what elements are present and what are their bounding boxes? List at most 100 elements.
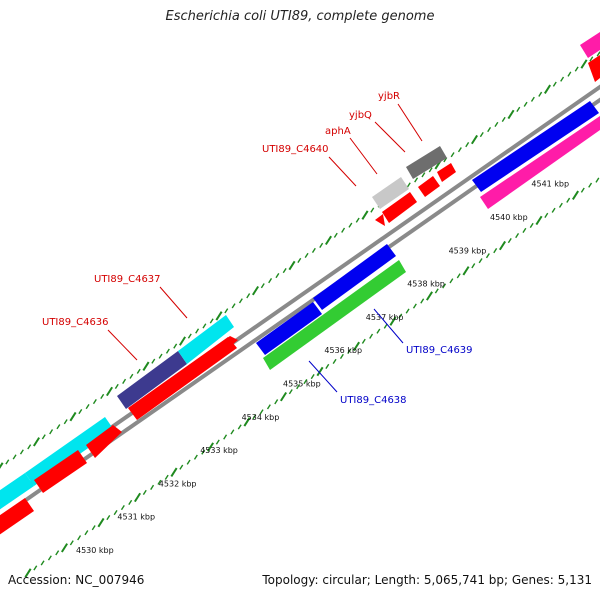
scale-tick-inner [157,479,162,485]
scale-tick-inner [252,414,257,420]
scale-tick-inner [544,212,549,218]
scale-tick-outer [268,278,273,284]
scale-tick-outer [567,71,572,77]
scale-tick-inner [449,278,454,284]
scale-tick-inner [243,417,251,427]
scale-tick-inner [478,258,483,264]
scale-tick-inner [60,543,69,553]
gene-label-uti89-c4639: UTI89_C4639 [406,345,473,356]
scale-tick-outer [428,167,433,173]
scale-tick-outer [49,429,54,435]
gene-feature-red [437,163,456,182]
connector-yjbQ [374,121,406,153]
scale-tick-outer [41,434,46,440]
scale-tick-inner [420,298,425,304]
scale-tick-outer [297,257,302,264]
scale-tick-outer [530,96,535,102]
gene-label-yjbR: yjbR [378,91,400,102]
scale-tick-inner [215,439,220,445]
scale-tick-outer [341,227,346,233]
scale-tick-label: 4537 kbp [366,313,404,322]
scale-tick-outer [195,328,200,334]
scale-tick-outer [202,323,207,329]
gene-feature-blue [256,302,322,355]
scale-tick-label: 4535 kbp [283,380,321,389]
scale-tick-inner [142,489,147,495]
gene-feature-magenta [580,32,600,58]
connector-uti89-c4636 [107,329,138,361]
scale-tick-outer [421,172,426,178]
gene-feature-red [34,450,87,493]
scale-tick-inner [558,202,563,208]
scale-tick-inner [412,303,417,309]
scale-tick-inner [566,197,571,203]
scale-tick-inner [442,283,447,289]
scale-tick-outer [560,76,565,82]
label-connectors [107,103,423,393]
scale-tick-inner [259,409,264,415]
scale-tick-label: 4539 kbp [449,246,487,255]
scale-tick-outer [465,142,470,148]
scale-tick-outer [311,247,316,253]
scale-tick-outer [538,91,543,97]
scale-tick-outer [406,182,411,188]
scale-tick-outer [479,131,484,138]
scale-tick-outer [260,283,265,289]
scale-tick-inner [40,560,45,566]
scale-tick-inner [376,328,381,334]
scale-tick-outer [85,403,90,410]
scale-tick-outer [580,59,588,69]
scale-tick-outer [187,333,192,339]
scale-tick-outer [370,207,375,213]
scale-tick-label: 4540 kbp [490,213,528,222]
scale-tick-inner [170,467,178,477]
features [0,32,600,535]
scale-tick-inner [515,232,520,239]
connector-uti89-c4638 [308,360,338,393]
map-title: Escherichia coli UTI89, complete genome [165,9,435,24]
tick-dots [0,51,600,578]
scale-tick-outer [165,348,170,354]
scale-tick-outer [319,242,324,248]
scale-tick-outer [178,336,187,346]
gene-label-uti89-c4636: UTI89_C4636 [42,317,109,328]
scale-tick-inner [535,215,543,226]
gene-feature-red [588,55,600,82]
scale-tick-outer [507,109,515,120]
scale-tick-outer [457,147,462,153]
scale-tick-outer [288,260,296,271]
scale-tick-outer [0,462,4,469]
scale-tick-outer [450,152,455,158]
scale-tick-inner [332,358,337,365]
scale-tick-outer [231,303,236,309]
gene-feature-red [185,336,238,378]
scale-tick-outer [282,267,287,274]
scale-tick-inner [164,474,169,480]
scale-tick-inner [24,568,32,578]
scale-tick-inner [361,338,366,344]
scale-tick-inner [47,555,52,561]
gene-feature-darkgray [406,146,447,179]
scale-tick-outer [151,358,156,364]
scale-tick-label: 4541 kbp [531,180,569,189]
scale-tick-inner [150,484,155,490]
gene-label-yjbQ: yjbQ [349,110,372,121]
scale-tick-inner [571,190,580,200]
scale-tick-inner [128,499,133,506]
scale-tick-inner [485,253,490,259]
scale-tick-outer [494,121,499,128]
scale-tick-outer [574,66,579,72]
scale-tick-outer [56,424,61,430]
connector-uti89-c4637 [159,286,188,319]
scale-tick-inner [498,240,507,251]
scale-tick-outer [69,411,77,422]
tick-labels: 4530 kbp 4531 kbp 4532 kbp 4533 kbp 4534 kbp… [76,180,569,555]
scale-tick-inner [237,424,242,430]
scale-tick-outer [136,368,141,374]
gene-feature-navy [117,351,187,409]
gene-label-uti89-c4640: UTI89_C4640 [262,144,329,155]
scale-tick-inner [133,492,142,503]
scale-tick-outer [114,383,119,389]
scale-tick-outer [523,101,528,107]
